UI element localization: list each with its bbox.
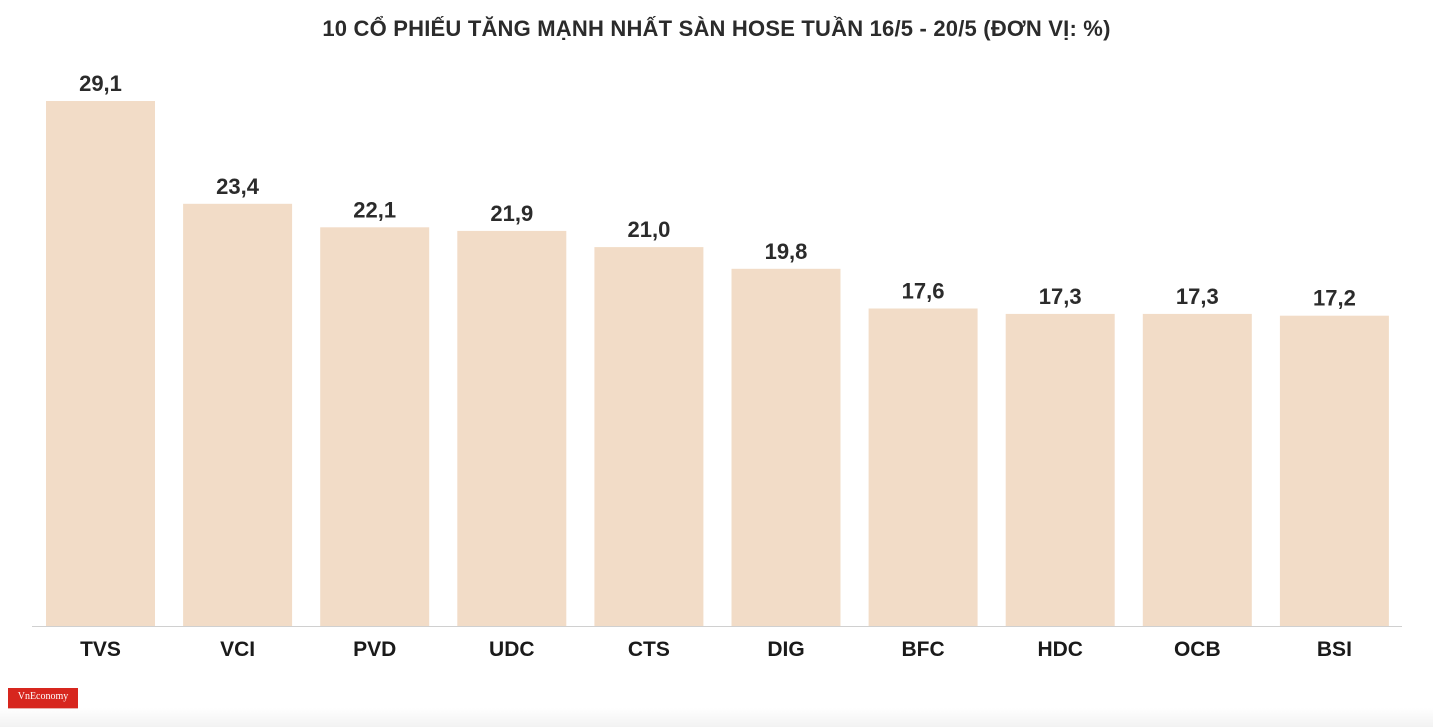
bars-group: 29,1 TVS 23,4 VCI 22,1 PVD 21,9 UDC 21,0 CTS 19,8 D… [46,71,1389,661]
category-label-tvs: TVS [80,638,121,661]
bar-vci [183,203,293,627]
value-label-udc: 21,9 [490,201,533,226]
category-label-ocb: OCB [1174,638,1221,661]
bar-pvd [320,227,430,627]
bar-dig [731,268,841,626]
bar-tvs [46,101,155,626]
category-label-pvd: PVD [353,638,396,661]
logo-underline [8,708,78,715]
category-label-udc: UDC [489,638,535,661]
category-label-hdc: HDC [1037,638,1083,661]
value-label-dig: 19,8 [765,239,808,264]
category-label-bsi: BSI [1317,638,1352,661]
value-label-bsi: 17,2 [1313,286,1356,311]
category-label-vci: VCI [220,638,255,661]
bar-ocb [1142,313,1252,626]
vneconomy-logo: VnEconomy [8,688,78,708]
value-label-vci: 23,4 [216,174,260,199]
bar-udc [457,230,567,626]
bar-cts [594,247,704,626]
category-label-bfc: BFC [902,638,945,661]
bar-bsi [1279,315,1389,626]
category-label-dig: DIG [767,638,804,661]
bar-bfc [868,308,978,626]
footer-strip [0,708,1433,727]
value-label-bfc: 17,6 [902,279,945,304]
value-label-ocb: 17,3 [1176,284,1219,309]
value-label-pvd: 22,1 [353,197,396,222]
value-label-tvs: 29,1 [79,71,122,96]
chart-title: 10 CỔ PHIẾU TĂNG MẠNH NHẤT SÀN HOSE TUẦN… [322,16,1111,41]
value-label-cts: 21,0 [627,217,670,242]
category-label-cts: CTS [628,638,670,661]
bar-hdc [1005,313,1115,626]
value-label-hdc: 17,3 [1039,284,1082,309]
